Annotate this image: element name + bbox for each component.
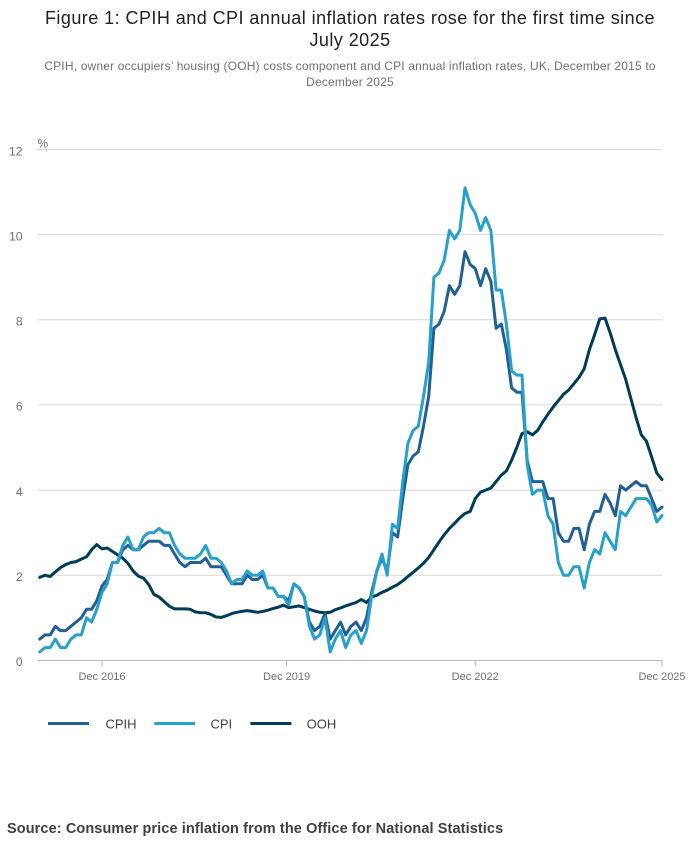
svg-text:Dec 2016: Dec 2016 <box>78 671 125 683</box>
svg-text:%: % <box>38 137 49 151</box>
svg-text:2: 2 <box>16 570 23 584</box>
svg-text:0: 0 <box>16 655 23 669</box>
svg-text:12: 12 <box>9 144 23 158</box>
svg-text:4: 4 <box>16 485 23 499</box>
svg-text:Dec 2022: Dec 2022 <box>452 671 499 683</box>
svg-text:6: 6 <box>16 400 23 414</box>
svg-text:CPI: CPI <box>211 717 233 732</box>
svg-text:Dec 2019: Dec 2019 <box>263 671 310 683</box>
svg-text:10: 10 <box>9 229 23 243</box>
svg-text:8: 8 <box>16 315 23 329</box>
svg-text:CPIH: CPIH <box>106 717 137 732</box>
svg-text:Dec 2025: Dec 2025 <box>638 671 685 683</box>
svg-text:OOH: OOH <box>307 717 337 732</box>
